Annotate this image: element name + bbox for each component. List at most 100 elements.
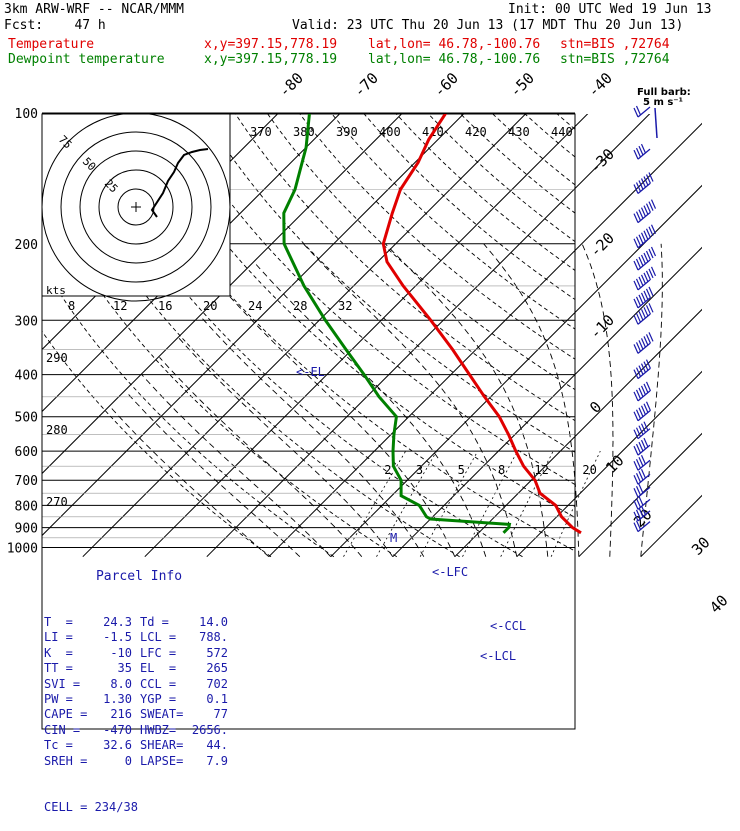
parcel-key: SVI = <box>44 677 92 692</box>
isotherm <box>331 113 740 557</box>
parcel-value: 1.30 <box>92 692 132 707</box>
dry-adiabat <box>299 113 740 557</box>
el-marker: <-EL <box>296 365 325 379</box>
hodograph-speed-label: 12 <box>113 299 127 313</box>
theta-label: 420 <box>465 125 487 139</box>
wind-barb <box>634 144 650 159</box>
parcel-key: LCL = <box>140 630 188 645</box>
isotherm-label: -40 <box>584 69 616 101</box>
temperature-xy: x,y=397.15,778.19 <box>204 37 337 52</box>
moist-adiabat <box>110 407 268 557</box>
isotherm-label: 10 <box>602 451 628 477</box>
hodograph-speed-label: 8 <box>68 299 75 313</box>
mixing-ratio-label: 20 <box>582 463 596 477</box>
mixing-ratio-label: 5 <box>458 463 465 477</box>
pressure-label: 400 <box>15 369 38 384</box>
moist-adiabat <box>127 393 300 557</box>
wind-barb <box>634 173 653 194</box>
parcel-value: 2656. <box>188 723 228 738</box>
isotherm-label: -80 <box>275 69 307 101</box>
mixing-ratio-line <box>420 451 478 557</box>
dry-adiabat <box>331 113 740 557</box>
wind-barb <box>634 382 651 401</box>
isotherm-label: 30 <box>688 533 714 559</box>
theta-label: 380 <box>293 125 315 139</box>
wind-barb <box>634 200 656 223</box>
temperature-legend: Temperature <box>8 37 94 52</box>
moist-adiabat <box>227 293 455 556</box>
dry-adiabat <box>203 113 740 557</box>
isotherm-label: -10 <box>586 311 618 343</box>
isotherm-label: 40 <box>706 591 732 617</box>
pressure-label: 600 <box>15 445 38 460</box>
wind-barbs: Full barb:5 m s⁻¹ <box>634 87 691 532</box>
lfc-marker: <-LFC <box>432 565 468 579</box>
dewpoint-legend: Dewpoint temperature <box>8 52 165 67</box>
wind-barb <box>634 469 650 484</box>
wind-barb <box>634 455 650 470</box>
dry-adiabat <box>588 113 740 557</box>
parcel-key: SREH = <box>44 754 92 769</box>
mixing-ratio-label: 12 <box>534 463 548 477</box>
parcel-key: TT = <box>44 661 92 676</box>
parcel-value: 702 <box>188 677 228 692</box>
parcel-value: 14.0 <box>188 615 228 630</box>
barb-legend-value: 5 m s⁻¹ <box>643 97 683 108</box>
m-marker: M <box>390 531 397 545</box>
theta-label: 370 <box>250 125 272 139</box>
parcel-key: LFC = <box>140 646 188 661</box>
parcel-key: Tc = <box>44 738 92 753</box>
wind-barb <box>634 332 653 353</box>
moist-adiabat <box>385 244 548 557</box>
isotherm-label: 0 <box>586 398 605 417</box>
theta-label: 440 <box>551 125 573 139</box>
mixing-ratio-label: 8 <box>498 463 505 477</box>
parcel-key: EL = <box>140 661 188 676</box>
parcel-key: SHEAR= <box>140 738 188 753</box>
isotherm <box>517 113 740 557</box>
theta-label: 400 <box>379 125 401 139</box>
dewpoint-latlon: lat,lon= 46.78,-100.76 <box>368 52 540 67</box>
isotherm-label: -20 <box>586 229 618 261</box>
wind-barb <box>634 267 656 290</box>
hodograph-speed-label: 32 <box>338 299 352 313</box>
parcel-value: 7.9 <box>188 754 228 769</box>
pressure-label: 1000 <box>7 542 38 557</box>
mixing-ratio-lines <box>344 451 601 557</box>
hodograph-speed-label: 16 <box>158 299 172 313</box>
isotherm-label: -70 <box>350 69 382 101</box>
theta-left-label: 280 <box>46 423 68 437</box>
hodograph-speed-label: 24 <box>248 299 262 313</box>
parcel-value: 216 <box>92 707 132 722</box>
parcel-key: YGP = <box>140 692 188 707</box>
barb-legend-staff <box>655 108 657 138</box>
hodograph-speed-label: 28 <box>293 299 307 313</box>
isotherm-label: -50 <box>506 69 538 101</box>
theta-left-label: 270 <box>46 495 68 509</box>
dry-adiabat <box>524 113 740 557</box>
parcel-key: K = <box>44 646 92 661</box>
temperature-latlon: lat,lon= 46.78,-100.76 <box>368 37 540 52</box>
parcel-value: 8.0 <box>92 677 132 692</box>
theta-label: 430 <box>508 125 530 139</box>
moist-adiabat <box>484 244 579 557</box>
moist-adiabat <box>201 317 424 557</box>
mixing-ratio-label: 2 <box>384 463 391 477</box>
mixing-ratio-label: 3 <box>416 463 423 477</box>
isotherm <box>641 113 740 557</box>
pressure-label: 800 <box>15 499 38 514</box>
dry-adiabat <box>267 113 740 557</box>
parcel-key: CIN = <box>44 723 92 738</box>
parcel-value: -470 <box>92 723 132 738</box>
